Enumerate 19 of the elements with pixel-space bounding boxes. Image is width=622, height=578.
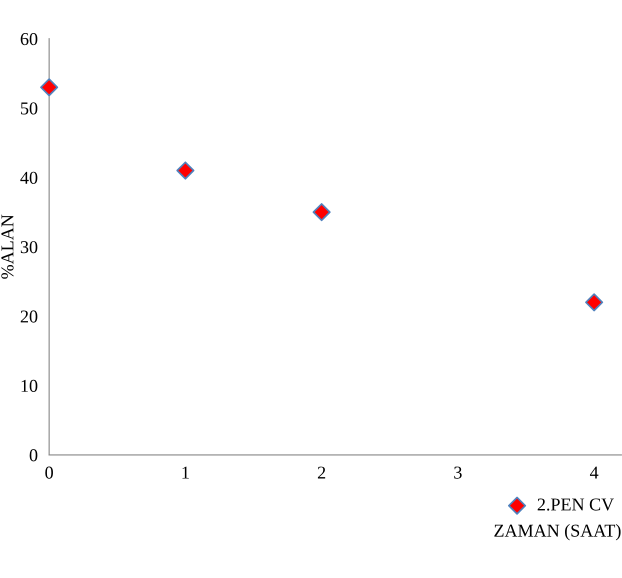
legend-label: 2.PEN CV [538, 498, 614, 511]
y-tick-label: 50 [21, 102, 38, 115]
x-tick-label: 3 [454, 466, 462, 479]
y-tick-label: 0 [30, 449, 38, 462]
y-axis-title: %ALAN [1, 214, 14, 279]
point [40, 78, 58, 96]
x-tick-label: 0 [45, 466, 53, 479]
x-tick-label: 4 [590, 466, 598, 479]
point [176, 161, 194, 180]
point [312, 203, 331, 222]
y-tick-label: 60 [20, 32, 38, 46]
y-tick-label: 30 [20, 241, 38, 254]
y-tick-label: 40 [20, 172, 38, 184]
y-tick-label: 20 [20, 310, 38, 323]
x-tick-label: 1 [182, 466, 189, 479]
y-tick-label: 10 [22, 380, 38, 392]
point [585, 293, 604, 312]
x-axis-title: ZAMAN (SAAT) [494, 524, 621, 540]
x-tick-label: 2 [318, 466, 326, 479]
